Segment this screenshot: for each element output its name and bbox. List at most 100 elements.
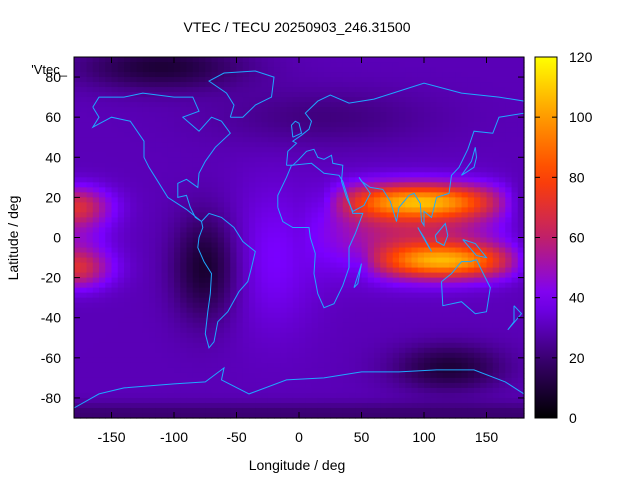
heat-cell xyxy=(117,312,125,319)
heat-cell xyxy=(417,357,425,364)
heat-cell xyxy=(299,192,306,198)
heat-cell xyxy=(267,217,275,224)
heat-cell xyxy=(324,317,331,324)
heat-cell xyxy=(211,242,219,249)
heat-cell xyxy=(367,147,375,153)
heat-cell xyxy=(99,62,106,68)
heat-cell xyxy=(311,167,319,173)
heat-cell xyxy=(436,102,444,108)
heat-cell xyxy=(280,222,288,229)
heat-cell xyxy=(292,192,300,198)
heat-cell xyxy=(124,337,131,344)
heat-cell xyxy=(399,282,406,289)
heat-cell xyxy=(167,367,175,374)
heat-cell xyxy=(242,177,250,183)
heat-cell xyxy=(511,122,519,128)
heat-cell xyxy=(180,182,188,188)
heat-cell xyxy=(74,92,81,98)
heat-cell xyxy=(361,147,369,153)
heat-cell xyxy=(167,132,175,138)
heat-cell xyxy=(186,107,194,113)
heat-cell xyxy=(467,97,475,103)
heat-cell xyxy=(286,57,294,63)
heat-cell xyxy=(155,272,163,279)
heat-cell xyxy=(399,377,406,384)
heat-cell xyxy=(430,112,438,118)
heat-cell xyxy=(455,257,463,264)
heat-cell xyxy=(111,147,119,153)
heat-cell xyxy=(299,167,306,173)
heat-cell xyxy=(399,222,406,229)
heat-cell xyxy=(124,282,131,289)
heat-cell xyxy=(311,297,319,304)
heat-cell xyxy=(174,232,181,239)
heat-cell xyxy=(280,57,288,63)
heat-cell xyxy=(142,367,150,374)
heat-cell xyxy=(511,242,519,249)
heat-cell xyxy=(374,127,381,133)
heat-cell xyxy=(361,92,369,98)
heat-cell xyxy=(442,257,450,264)
heat-cell xyxy=(249,302,256,309)
heat-cell xyxy=(511,342,519,349)
heat-cell xyxy=(330,322,338,329)
heat-cell xyxy=(280,132,288,138)
heat-cell xyxy=(249,352,256,359)
heat-cell xyxy=(280,67,288,73)
heat-cell xyxy=(480,377,488,384)
heat-cell xyxy=(311,367,319,374)
heat-cell xyxy=(211,142,219,148)
heat-cell xyxy=(192,287,200,294)
heat-cell xyxy=(274,222,281,229)
heat-cell xyxy=(155,292,163,299)
heat-cell xyxy=(99,167,106,173)
heat-cell xyxy=(192,192,200,198)
heat-cell xyxy=(186,177,194,183)
heat-cell xyxy=(311,347,319,354)
heat-cell xyxy=(86,277,94,284)
heat-cell xyxy=(330,382,338,389)
heat-cell xyxy=(142,222,150,229)
heat-cell xyxy=(480,262,488,269)
heat-cell xyxy=(105,327,113,334)
heat-cell xyxy=(317,237,325,244)
heat-cell xyxy=(130,397,138,404)
heat-cell xyxy=(86,337,94,344)
heat-cell xyxy=(74,247,81,254)
heat-cell xyxy=(242,272,250,279)
heat-cell xyxy=(261,187,269,193)
heat-cell xyxy=(505,212,513,219)
heat-cell xyxy=(349,122,356,128)
heat-cell xyxy=(386,117,394,123)
heat-cell xyxy=(111,137,119,143)
heat-cell xyxy=(180,162,188,168)
heat-cell xyxy=(117,147,125,153)
heat-cell xyxy=(342,367,350,374)
heat-cell xyxy=(242,217,250,224)
heat-cell xyxy=(517,347,525,354)
heat-cell xyxy=(192,257,200,264)
heat-cell xyxy=(386,322,394,329)
heat-cell xyxy=(311,272,319,279)
heat-cell xyxy=(511,347,519,354)
heat-cell xyxy=(230,317,238,324)
heat-cell xyxy=(411,362,419,369)
heat-cell xyxy=(80,267,88,274)
heat-cell xyxy=(92,107,100,113)
heat-cell xyxy=(186,402,194,409)
heat-cell xyxy=(230,167,238,173)
heat-cell xyxy=(374,107,381,113)
heat-cell xyxy=(130,302,138,309)
heat-cell xyxy=(205,72,213,78)
heat-cell xyxy=(461,387,469,394)
heat-cell xyxy=(392,352,400,359)
heat-cell xyxy=(374,277,381,284)
heat-cell xyxy=(199,162,206,168)
heat-cell xyxy=(274,292,281,299)
heat-cell xyxy=(86,377,94,384)
heat-cell xyxy=(86,382,94,389)
heat-cell xyxy=(136,397,144,404)
heat-cell xyxy=(355,247,363,254)
heat-cell xyxy=(186,232,194,239)
heat-cell xyxy=(511,227,519,234)
